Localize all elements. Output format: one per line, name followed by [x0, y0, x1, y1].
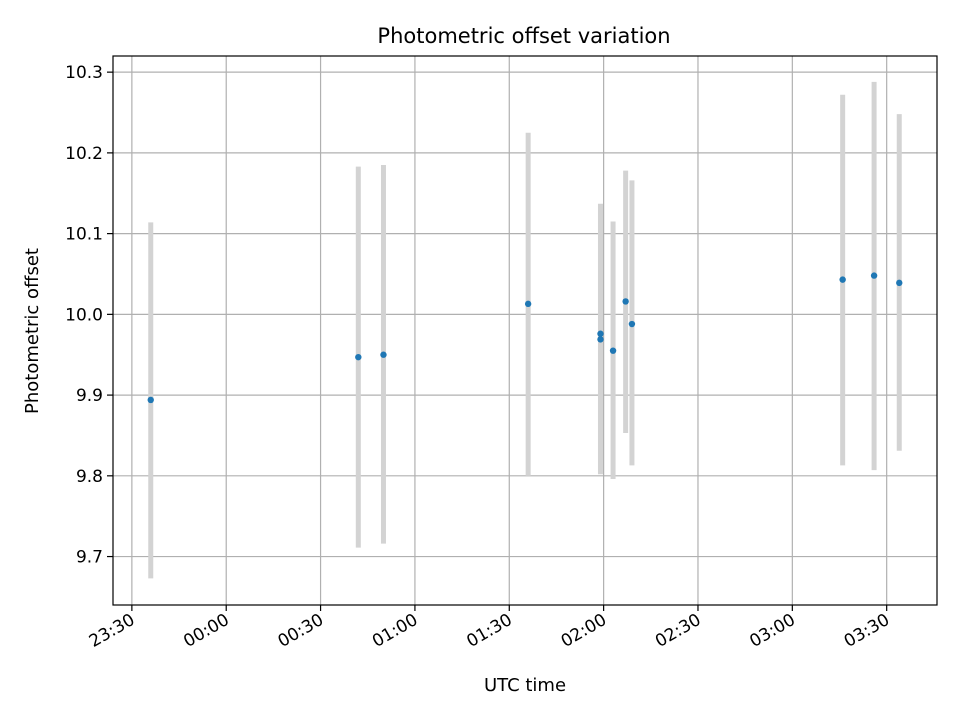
plot-frame — [112, 55, 938, 606]
data-point — [628, 320, 636, 328]
grid-layer — [113, 56, 937, 605]
point-layer — [147, 272, 903, 404]
data-point — [380, 351, 387, 358]
y-tick-label: 10.1 — [65, 225, 103, 245]
chart-title: Photometric offset variation — [377, 24, 670, 48]
y-tick-label: 9.8 — [76, 467, 103, 487]
y-tick-label: 10.3 — [65, 63, 103, 83]
y-axis-label: Photometric offset — [22, 248, 43, 414]
y-tick-label: 10.2 — [65, 144, 103, 164]
y-tick-label: 9.7 — [76, 548, 103, 568]
y-tick-label: 10.0 — [65, 305, 103, 325]
data-point — [896, 279, 903, 287]
data-point — [147, 396, 154, 404]
data-point — [524, 300, 532, 308]
y-axis: 9.7 9.8 9.9 10.0 10.1 10.2 10.3 — [65, 63, 113, 568]
data-point — [597, 336, 604, 343]
data-point — [622, 298, 629, 305]
y-tick-label: 9.9 — [76, 386, 103, 406]
data-point — [870, 272, 878, 279]
x-axis-label: UTC time — [484, 675, 566, 696]
data-point — [355, 353, 362, 361]
data-point — [839, 276, 846, 283]
data-point — [597, 330, 604, 337]
data-point — [609, 347, 617, 354]
